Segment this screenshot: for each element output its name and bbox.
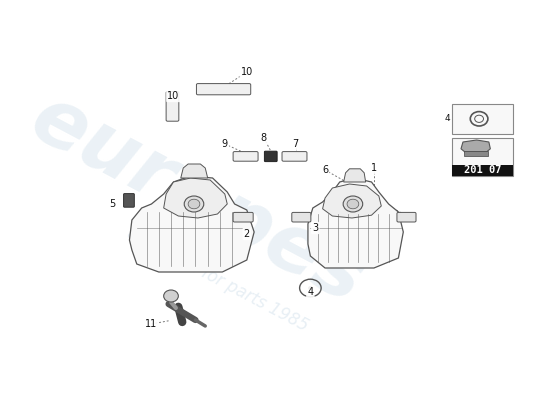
FancyBboxPatch shape xyxy=(233,152,258,161)
Text: 2: 2 xyxy=(244,229,250,239)
FancyBboxPatch shape xyxy=(196,84,251,95)
Text: 7: 7 xyxy=(293,139,299,149)
Text: 8: 8 xyxy=(261,133,267,143)
Circle shape xyxy=(347,199,359,209)
Text: 201 07: 201 07 xyxy=(464,166,501,175)
Text: 1: 1 xyxy=(371,163,377,173)
FancyBboxPatch shape xyxy=(124,194,134,207)
Text: 3: 3 xyxy=(312,223,318,233)
FancyBboxPatch shape xyxy=(282,152,307,161)
Polygon shape xyxy=(344,169,366,182)
Polygon shape xyxy=(164,178,227,218)
Text: a passion for parts 1985: a passion for parts 1985 xyxy=(124,224,311,336)
FancyBboxPatch shape xyxy=(464,151,488,156)
Polygon shape xyxy=(181,164,208,178)
FancyBboxPatch shape xyxy=(452,165,513,176)
Polygon shape xyxy=(129,176,254,272)
Text: 4: 4 xyxy=(444,114,450,123)
Circle shape xyxy=(164,290,178,302)
Circle shape xyxy=(343,196,362,212)
Text: 5: 5 xyxy=(109,199,116,209)
Text: 6: 6 xyxy=(322,165,328,175)
Circle shape xyxy=(309,286,312,290)
FancyBboxPatch shape xyxy=(233,212,253,222)
FancyBboxPatch shape xyxy=(452,104,513,134)
Text: 4: 4 xyxy=(307,287,314,297)
Polygon shape xyxy=(461,140,491,152)
FancyBboxPatch shape xyxy=(166,92,179,121)
Circle shape xyxy=(188,199,200,209)
Text: europes: europes xyxy=(18,80,378,320)
Text: 9: 9 xyxy=(222,139,228,149)
FancyBboxPatch shape xyxy=(265,151,277,162)
FancyBboxPatch shape xyxy=(397,212,416,222)
Text: 10: 10 xyxy=(241,67,253,77)
Polygon shape xyxy=(323,184,381,218)
Text: 10: 10 xyxy=(167,91,180,101)
FancyBboxPatch shape xyxy=(292,212,311,222)
Circle shape xyxy=(184,196,204,212)
Polygon shape xyxy=(308,178,403,268)
Text: 11: 11 xyxy=(145,319,157,329)
FancyBboxPatch shape xyxy=(452,138,513,176)
